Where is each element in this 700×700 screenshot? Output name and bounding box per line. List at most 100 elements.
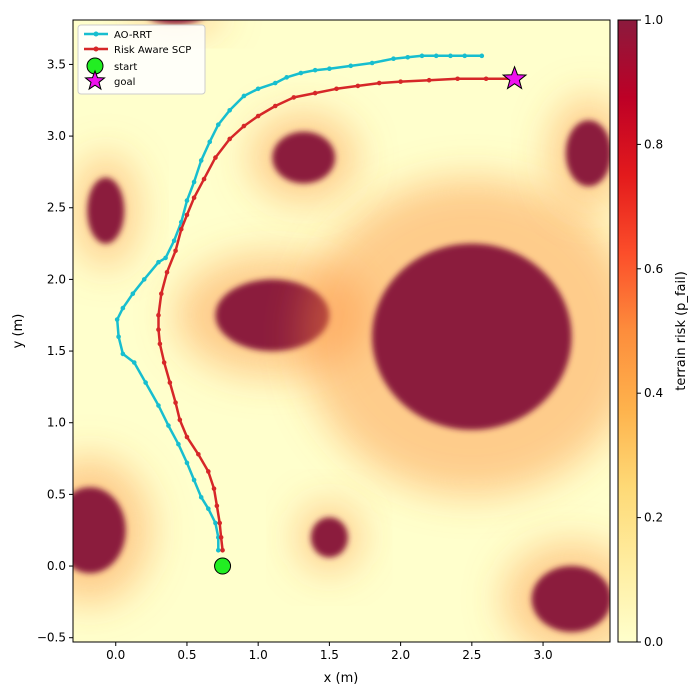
legend-goal-marker	[84, 69, 106, 91]
ao-rrt-point	[405, 54, 411, 60]
risk-region-2	[272, 131, 336, 184]
risk-aware-scp-point	[376, 80, 382, 86]
risk-aware-scp-point	[255, 113, 261, 119]
y-tick-label: −0.5	[37, 631, 66, 645]
series-ao-rrt	[114, 53, 485, 553]
series-risk-aware-scp	[156, 76, 515, 553]
risk-aware-scp-point	[217, 520, 223, 526]
colorbar-tick-label: 0.8	[644, 137, 663, 151]
x-tick-label: 1.5	[320, 648, 339, 662]
ao-rrt-point	[479, 53, 485, 59]
risk-aware-scp-point	[291, 95, 297, 100]
y-tick-label: 1.5	[47, 344, 66, 358]
ao-rrt-point	[327, 66, 332, 72]
ao-rrt-line	[115, 54, 482, 551]
risk-layer	[73, 20, 610, 642]
risk-region-4	[565, 120, 610, 187]
ao-rrt-point	[156, 403, 161, 408]
risk-region-3	[87, 177, 125, 244]
risk-aware-scp-point	[355, 83, 361, 89]
risk-aware-scp-point	[398, 79, 403, 84]
ao-rrt-point	[462, 53, 468, 59]
ao-rrt-point	[143, 380, 148, 385]
ao-rrt-point	[215, 122, 221, 127]
ao-rrt-point	[255, 86, 261, 92]
risk-aware-scp-point	[455, 76, 460, 82]
ao-rrt-point	[433, 53, 439, 59]
colorbar-tick-label: 0.4	[644, 386, 663, 400]
colorbar-gradient	[617, 19, 638, 643]
colorbar-tick-label: 0.6	[644, 262, 663, 276]
risk-region-0	[215, 279, 330, 352]
ao-rrt-point	[198, 158, 204, 163]
colorbar-tick-label: 1.0	[644, 13, 663, 27]
y-tick-label: 3.0	[47, 129, 66, 143]
ao-rrt-point	[298, 70, 304, 76]
colorbar: 0.0 0.2 0.4 0.6 0.8 1.0 terrain risk (p_fail)	[617, 13, 689, 649]
ao-rrt-point	[191, 477, 197, 483]
x-tick-label: 2.5	[462, 648, 481, 662]
risk-aware-scp-point	[214, 503, 220, 509]
legend-dot-ao-rrt	[93, 31, 99, 37]
y-axis: −0.5 0.0 0.5 1.0 1.5 2.0 2.5 3.0 3.5	[37, 57, 73, 645]
risk-aware-scp-point	[156, 327, 161, 332]
risk-region-5	[73, 487, 126, 574]
ao-rrt-point	[141, 277, 147, 282]
risk-aware-scp-point	[312, 90, 318, 96]
legend-label-ao-rrt: AO-RRT	[114, 30, 153, 41]
x-tick-label: 0.0	[106, 648, 125, 662]
risk-aware-scp-point	[206, 469, 211, 474]
colorbar-tick-label: 0.0	[644, 635, 663, 649]
ao-rrt-point	[227, 107, 232, 113]
ao-rrt-point	[215, 547, 221, 553]
y-tick-label: 0.5	[47, 487, 66, 501]
risk-aware-scp-point	[218, 535, 224, 540]
risk-aware-scp-point	[483, 76, 489, 82]
risk-region-7	[531, 566, 610, 632]
ao-rrt-point	[419, 53, 425, 59]
ao-rrt-point	[312, 67, 318, 73]
risk-region-1	[372, 243, 572, 430]
risk-region-8	[152, 20, 199, 25]
ao-rrt-point	[116, 334, 121, 340]
risk-aware-scp-point	[161, 360, 167, 365]
risk-aware-scp-point	[157, 341, 163, 347]
legend-label-risk-aware-scp: Risk Aware SCP	[114, 45, 191, 56]
risk-aware-scp-point	[334, 86, 339, 92]
legend-box	[77, 24, 206, 95]
colorbar-ticks: 0.0 0.2 0.4 0.6 0.8 1.0	[637, 13, 663, 649]
ao-rrt-point	[184, 460, 190, 466]
risk-aware-scp-point	[227, 136, 232, 142]
colorbar-tick-label: 0.2	[644, 511, 663, 525]
y-tick-label: 2.5	[47, 201, 66, 215]
ao-rrt-point	[369, 60, 375, 66]
y-tick-label: 2.0	[47, 272, 66, 286]
ao-rrt-point	[156, 259, 161, 265]
ao-rrt-point	[348, 63, 354, 69]
risk-aware-scp-point	[164, 269, 170, 275]
legend-dot-risk-aware-scp	[93, 46, 99, 52]
series-layer	[114, 53, 515, 553]
x-axis-label: x (m)	[324, 671, 359, 686]
ao-rrt-point	[120, 351, 126, 357]
y-axis-label: y (m)	[11, 314, 26, 349]
risk-region-6	[310, 517, 348, 558]
ao-rrt-point	[207, 139, 213, 145]
risk-aware-scp-point	[272, 103, 278, 109]
risk-aware-scp-point	[220, 547, 225, 553]
ao-rrt-point	[206, 506, 211, 512]
ao-rrt-point	[166, 423, 171, 428]
ao-rrt-point	[130, 291, 136, 297]
ao-rrt-point	[120, 305, 126, 311]
goal-marker	[501, 65, 528, 90]
risk-aware-scp-point	[213, 155, 218, 160]
x-tick-label: 2.0	[391, 648, 410, 662]
legend-label-goal: goal	[114, 77, 135, 88]
risk-aware-scp-point	[191, 195, 197, 201]
risk-aware-scp-point	[184, 212, 190, 218]
risk-aware-scp-point	[196, 451, 201, 457]
ao-rrt-point	[163, 255, 168, 261]
ao-rrt-point	[213, 520, 218, 526]
x-tick-label: 1.0	[249, 648, 268, 662]
